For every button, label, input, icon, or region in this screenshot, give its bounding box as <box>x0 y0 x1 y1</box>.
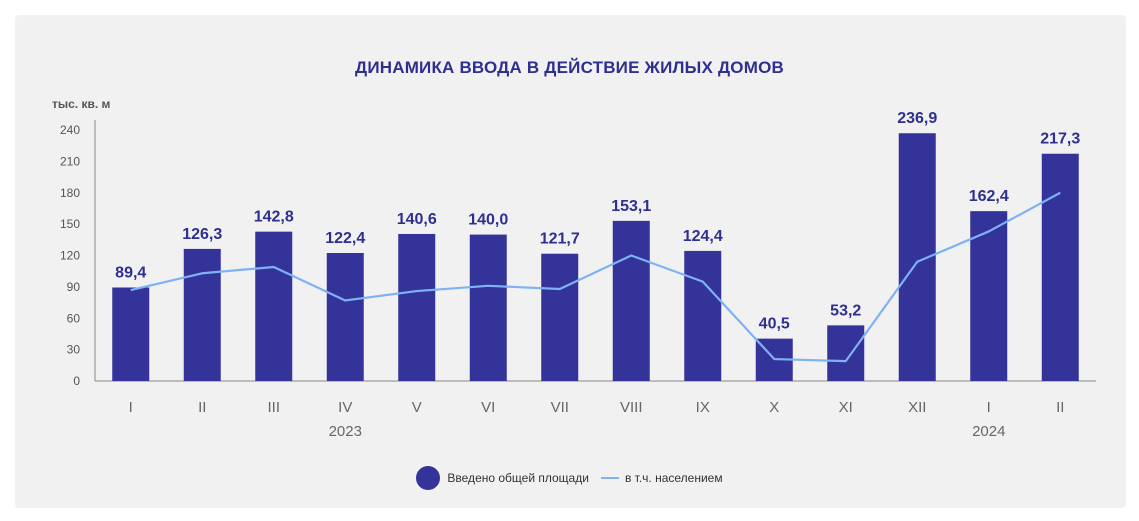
x-tick-label: I <box>129 399 133 416</box>
y-tick-label: 0 <box>73 374 80 388</box>
y-tick-label: 30 <box>67 343 81 357</box>
bar <box>326 252 364 381</box>
bar-value-label: 162,4 <box>969 188 1009 205</box>
y-tick-label: 240 <box>60 123 80 137</box>
legend-label-total: Введено общей площади <box>447 471 589 485</box>
bar-value-label: 140,0 <box>468 212 508 229</box>
legend-item-total: Введено общей площади <box>416 466 589 490</box>
legend-swatch-bar <box>416 466 441 490</box>
y-axis-label: тыс. кв. м <box>52 97 111 111</box>
bar-value-label: 124,4 <box>683 228 723 245</box>
bar <box>827 325 865 381</box>
x-tick-label: XII <box>908 399 926 416</box>
x-tick-label: IV <box>338 399 352 416</box>
y-tick-label: 60 <box>67 311 81 325</box>
x-tick-label: XI <box>839 399 853 416</box>
bar <box>970 211 1008 381</box>
line-series <box>130 191 1061 363</box>
y-tick-label: 210 <box>60 154 80 168</box>
bar-value-label: 217,3 <box>1040 131 1080 148</box>
legend-swatch-line <box>600 477 619 479</box>
bar <box>612 220 650 381</box>
x-tick-label: II <box>1056 399 1064 416</box>
bar <box>398 233 436 381</box>
x-tick-label: VIII <box>620 399 643 416</box>
y-tick-label: 180 <box>60 186 80 200</box>
legend-label-population: в т.ч. населением <box>624 471 723 485</box>
bar-value-label: 140,6 <box>397 211 437 228</box>
bar <box>1041 153 1079 381</box>
bar-value-label: 142,8 <box>254 209 294 226</box>
x-tick-label: III <box>267 399 280 416</box>
year-label: 2023 <box>329 423 362 440</box>
y-tick-label: 90 <box>67 280 81 294</box>
year-labels: 2023 2024 <box>329 423 1006 440</box>
bar <box>684 250 722 381</box>
bar-value-label: 122,4 <box>325 230 365 247</box>
bar <box>112 287 150 381</box>
bar-value-labels: 89,4 126,3 142,8 122,4 140,6 140,0 121,7 153,1 1… <box>115 110 1080 332</box>
year-label: 2024 <box>972 423 1005 440</box>
y-axis-ticks: 0 30 60 90 120 150 180 210 240 <box>60 123 80 388</box>
bar-value-label: 53,2 <box>830 302 861 319</box>
bar-series <box>112 133 1079 381</box>
bar <box>469 234 507 381</box>
x-axis-ticks: I II III IV V VI VII VIII IX X XI XII I II <box>129 399 1065 416</box>
line-series-path <box>130 191 1061 363</box>
x-tick-label: VII <box>551 399 569 416</box>
bar-value-label: 126,3 <box>182 226 222 243</box>
legend-item-population: в т.ч. населением <box>600 471 723 485</box>
x-tick-label: II <box>198 399 206 416</box>
y-tick-label: 120 <box>60 249 80 263</box>
x-tick-label: VI <box>481 399 495 416</box>
bar-value-label: 236,9 <box>897 110 937 127</box>
legend: Введено общей площади в т.ч. населением <box>0 466 1139 490</box>
x-tick-label: I <box>987 399 991 416</box>
bar <box>183 248 221 381</box>
bar-value-label: 153,1 <box>611 198 651 215</box>
y-tick-label: 150 <box>60 217 80 231</box>
x-tick-label: V <box>412 399 422 416</box>
bar <box>255 231 293 381</box>
bar-value-label: 40,5 <box>759 316 790 333</box>
chart-title: ДИНАМИКА ВВОДА В ДЕЙСТВИЕ ЖИЛЫХ ДОМОВ <box>355 58 784 77</box>
x-tick-label: X <box>769 399 779 416</box>
x-tick-label: IX <box>696 399 710 416</box>
bar-value-label: 89,4 <box>115 265 146 282</box>
bar-value-label: 121,7 <box>540 231 580 248</box>
bar <box>541 253 579 381</box>
